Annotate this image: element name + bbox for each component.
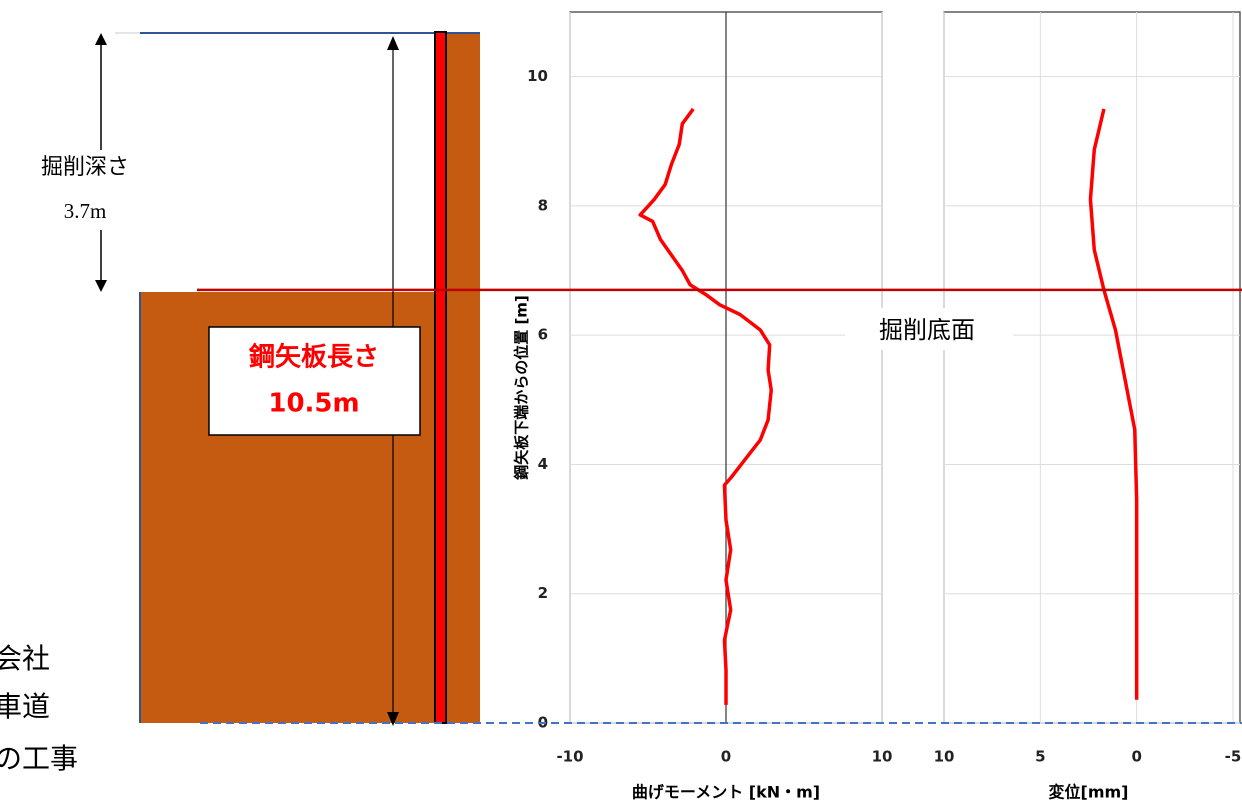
soil-retained bbox=[446, 33, 480, 292]
x-tick-label: 0 bbox=[721, 748, 731, 766]
x-tick-label: 10 bbox=[934, 748, 955, 766]
y-tick-label: 10 bbox=[527, 67, 548, 85]
side-text: 車道 bbox=[0, 690, 50, 723]
x-axis-label: 変位[mm] bbox=[1049, 783, 1129, 802]
depth-label: 掘削深さ bbox=[41, 155, 129, 180]
x-tick-label: 10 bbox=[872, 748, 893, 766]
y-axis-label: 鋼矢板下端からの位置 [m] bbox=[513, 295, 531, 481]
sheet-pile bbox=[435, 32, 446, 723]
pile-label: 鋼矢板長さ bbox=[248, 342, 379, 373]
y-tick-label: 2 bbox=[538, 584, 548, 602]
x-tick-label: 5 bbox=[1035, 748, 1045, 766]
x-tick-label: 0 bbox=[1131, 748, 1141, 766]
page: 掘削深さ 3.7m 鋼矢板長さ 10.5m 会社 車道 の工事 0 2 4 6 8 10 -… bbox=[0, 0, 1242, 807]
x-tick-label: -5 bbox=[1225, 748, 1242, 766]
side-text: 会社 bbox=[0, 642, 50, 675]
pile-value: 10.5m bbox=[268, 389, 359, 419]
charts: 0 2 4 6 8 10 -10 0 10 曲げモーメント [kN・m] 鋼矢板下端からの位置 [m… bbox=[513, 12, 1242, 802]
x-tick-label: -10 bbox=[556, 748, 583, 766]
excavation-bottom-label: 掘削底面 bbox=[879, 316, 975, 344]
y-tick-label: 4 bbox=[538, 455, 548, 473]
y-tick-label: 6 bbox=[538, 326, 548, 344]
side-text: の工事 bbox=[0, 742, 78, 775]
y-tick-label: 8 bbox=[538, 196, 548, 214]
depth-value: 3.7m bbox=[64, 199, 107, 223]
x-axis-label: 曲げモーメント [kN・m] bbox=[632, 783, 820, 802]
plot-area bbox=[944, 12, 1240, 723]
